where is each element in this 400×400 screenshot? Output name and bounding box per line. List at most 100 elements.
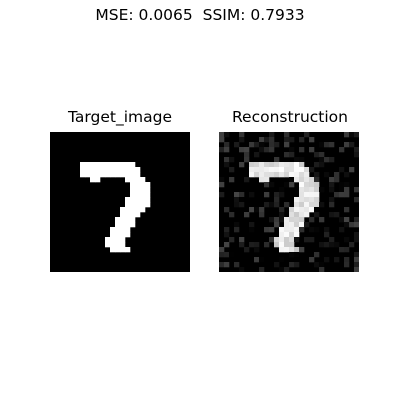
reconstruction-pixel: [239, 197, 245, 203]
target-pixel: [125, 212, 131, 218]
target-pixel: [145, 202, 151, 208]
reconstruction-pixel: [324, 227, 330, 233]
reconstruction-pixel: [309, 202, 315, 208]
reconstruction-pixel: [354, 267, 359, 272]
reconstruction-pixel: [254, 142, 260, 148]
reconstruction-pixel: [294, 227, 300, 233]
reconstruction-pixel: [289, 227, 295, 233]
reconstruction-pixel: [289, 262, 295, 268]
reconstruction-pixel: [239, 237, 245, 243]
reconstruction-pixel: [249, 222, 255, 228]
reconstruction-pixel: [249, 142, 255, 148]
reconstruction-pixel: [299, 227, 305, 233]
reconstruction-pixel: [279, 232, 285, 238]
target-pixel: [145, 192, 151, 198]
reconstruction-pixel: [219, 252, 225, 258]
reconstruction-pixel: [309, 137, 315, 143]
reconstruction-pixel: [329, 242, 335, 248]
target-pixel: [125, 172, 131, 178]
reconstruction-pixel: [244, 147, 250, 153]
reconstruction-pixel: [259, 267, 265, 272]
target-image: [50, 132, 190, 272]
reconstruction-pixel: [324, 232, 330, 238]
reconstruction-pixel: [284, 142, 290, 148]
reconstruction-pixel: [294, 202, 300, 208]
target-pixel: [95, 172, 101, 178]
target-pixel: [125, 247, 131, 253]
reconstruction-pixel: [224, 142, 230, 148]
reconstruction-pixel: [319, 152, 325, 158]
reconstruction-pixel: [339, 187, 345, 193]
reconstruction-pixel: [229, 167, 235, 173]
target-pixel: [125, 232, 131, 238]
target-pixel: [80, 172, 86, 178]
reconstruction-pixel: [324, 172, 330, 178]
target-pixel: [100, 167, 106, 173]
reconstruction-pixel: [219, 247, 225, 253]
target-pixel: [85, 162, 91, 168]
reconstruction-pixel: [284, 182, 290, 188]
target-pixel: [115, 217, 121, 223]
reconstruction-pixel: [314, 262, 320, 268]
target-pixel: [140, 202, 146, 208]
reconstruction-pixel: [224, 252, 230, 258]
reconstruction-pixel: [279, 207, 285, 213]
target-pixel: [125, 177, 131, 183]
reconstruction-pixel: [344, 172, 350, 178]
target-pixel: [115, 242, 121, 248]
target-pixel: [80, 162, 86, 168]
reconstruction-pixel: [249, 242, 255, 248]
reconstruction-pixel: [344, 192, 350, 198]
reconstruction-pixel: [299, 202, 305, 208]
reconstruction-pixel: [324, 157, 330, 163]
target-pixel: [120, 227, 126, 233]
reconstruction-pixel: [339, 147, 345, 153]
reconstruction-pixel: [239, 162, 245, 168]
reconstruction-pixel: [269, 217, 275, 223]
reconstruction-pixel: [354, 147, 359, 153]
reconstruction-pixel: [284, 227, 290, 233]
reconstruction-pixel: [299, 147, 305, 153]
reconstruction-pixel: [224, 162, 230, 168]
reconstruction-pixel: [279, 257, 285, 263]
reconstruction-pixel: [309, 207, 315, 213]
reconstruction-pixel: [259, 207, 265, 213]
reconstruction-pixel: [314, 227, 320, 233]
target-pixel: [110, 232, 116, 238]
reconstruction-pixel: [274, 197, 280, 203]
target-image-title: Target_image: [68, 108, 172, 126]
reconstruction-pixel: [239, 147, 245, 153]
target-pixel: [140, 197, 146, 203]
reconstruction-pixel: [289, 247, 295, 253]
target-pixel: [125, 202, 131, 208]
reconstruction-pixel: [234, 202, 240, 208]
reconstruction-pixel: [349, 142, 355, 148]
reconstruction-pixel: [344, 187, 350, 193]
target-pixel: [115, 222, 121, 228]
reconstruction-pixel: [294, 237, 300, 243]
target-pixel: [115, 227, 121, 233]
reconstruction-pixel: [259, 212, 265, 218]
target-pixel: [130, 207, 136, 213]
target-pixel: [145, 187, 151, 193]
target-pixel: [120, 242, 126, 248]
reconstruction-pixel: [294, 157, 300, 163]
reconstruction-pixel: [354, 257, 359, 263]
reconstruction-pixel: [284, 242, 290, 248]
reconstruction-pixel: [284, 222, 290, 228]
target-pixel: [130, 217, 136, 223]
target-pixel: [105, 237, 111, 243]
reconstruction-pixel: [309, 192, 315, 198]
reconstruction-pixel: [249, 172, 255, 178]
reconstruction-title: Reconstruction: [231, 108, 348, 126]
reconstruction-pixel: [289, 137, 295, 143]
reconstruction-pixel: [329, 237, 335, 243]
target-pixel: [135, 212, 141, 218]
target-pixel: [105, 172, 111, 178]
reconstruction-pixel: [289, 252, 295, 258]
reconstruction-pixel: [299, 177, 305, 183]
reconstruction-pixel: [299, 162, 305, 168]
reconstruction-pixel: [289, 152, 295, 158]
reconstruction-pixel: [289, 232, 295, 238]
reconstruction-pixel: [294, 222, 300, 228]
